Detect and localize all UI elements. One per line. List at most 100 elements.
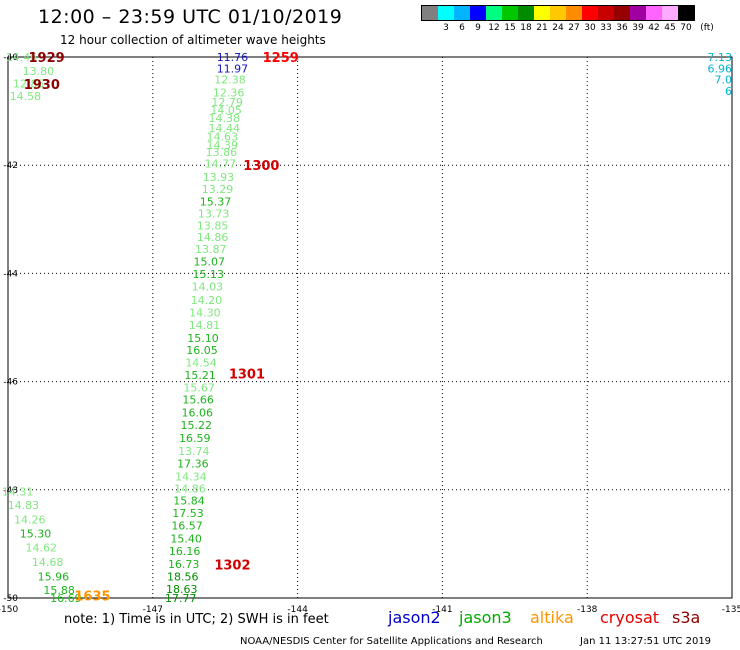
pass-time-label: 1301 [229, 367, 265, 382]
wave-height-label: 14.83 [8, 499, 40, 512]
wave-height-label: 14.26 [14, 514, 46, 527]
wave-height-label: 14.54 [185, 357, 217, 370]
satellite-label-s3a: s3a [672, 608, 701, 627]
wave-height-label: 16.05 [186, 344, 218, 357]
wave-height-label: 15.30 [20, 528, 52, 541]
wave-height-label: 15.21 [184, 369, 216, 382]
color-legend: 3 6 9 12 15 18 21 24 27 30 33 36 39 42 45 70 (ft) [421, 5, 714, 35]
wave-height-label: 15.96 [38, 570, 70, 583]
legend-unit: (ft) [700, 23, 714, 33]
lat-tick-label: -42 [3, 161, 18, 171]
wave-height-label: 15.40 [170, 532, 202, 545]
legend-swatch [566, 6, 582, 20]
pass-time-label: 1635 [74, 589, 110, 604]
page-subtitle: 12 hour collection of altimeter wave hei… [60, 33, 326, 47]
wave-height-label: 7.13 [708, 51, 733, 64]
lat-tick-label: -46 [3, 378, 18, 388]
legend-tick-label: 9 [475, 23, 481, 33]
legend-swatches [421, 5, 695, 21]
wave-height-label: 16.73 [168, 558, 200, 571]
wave-height-label: 14.58 [10, 90, 42, 103]
legend-swatch [502, 6, 518, 20]
satellite-label-jason2: jason2 [388, 608, 441, 627]
satellite-label-jason3: jason3 [459, 608, 512, 627]
wave-height-label: 14.34 [175, 470, 207, 483]
footer-note: note: 1) Time is in UTC; 2) SWH is in fe… [64, 612, 329, 627]
wave-height-label: 16.59 [179, 432, 211, 445]
wave-height-label: 12.85 [13, 78, 45, 91]
wave-height-label: 13.80 [23, 65, 55, 78]
page-title: 12:00 – 23:59 UTC 01/10/2019 [38, 6, 343, 28]
wave-height-label: 15.13 [193, 268, 225, 281]
wave-height-label: 13.86 [206, 146, 238, 159]
legend-tick-label: 70 [680, 23, 692, 33]
wave-height-label: 14.81 [189, 319, 221, 332]
wave-height-label: 14.05 [210, 104, 242, 117]
satellite-label-cryosat: cryosat [600, 608, 660, 627]
wave-height-label: 15.37 [200, 195, 232, 208]
wave-height-label: 11.97 [217, 62, 249, 75]
pass-time-label: 1300 [243, 159, 279, 174]
legend-swatch [422, 6, 438, 20]
lat-tick-label: -40 [3, 53, 18, 63]
legend-swatch [678, 6, 694, 20]
pass-time-label: 1929 [29, 51, 65, 66]
wave-height-label: 15.84 [173, 495, 205, 508]
wave-height-label: 14.46 [6, 51, 38, 64]
legend-swatch [438, 6, 454, 20]
legend-swatch [486, 6, 502, 20]
legend-tick-label: 6 [459, 23, 465, 33]
legend-swatch [614, 6, 630, 20]
legend-swatch [582, 6, 598, 20]
wave-height-label: 13.93 [203, 171, 235, 184]
pass-time-label: 1302 [214, 558, 250, 573]
wave-height-label: 16.57 [171, 520, 203, 533]
legend-tick-label: 42 [648, 23, 660, 33]
legend-swatch [630, 6, 646, 20]
wave-height-label: 14.31 [2, 485, 34, 498]
wave-height-label: 17.36 [177, 457, 209, 470]
lon-tick-label: -144 [287, 605, 308, 615]
legend-tick-label: 36 [616, 23, 628, 33]
wave-height-label: 15.07 [194, 255, 226, 268]
generated-timestamp: Jan 11 13:27:51 UTC 2019 [580, 636, 712, 647]
pass-time-label: 1259 [263, 51, 299, 66]
lon-tick-label: -147 [143, 605, 163, 615]
legend-swatch [550, 6, 566, 20]
wave-height-label: 12.36 [213, 87, 245, 100]
wave-height-label: 13.74 [178, 445, 210, 458]
wave-height-label: 17.53 [172, 507, 204, 520]
wave-height-label: 16.69 [50, 592, 82, 605]
lon-tick-label: -141 [432, 605, 452, 615]
wave-height-label: 12.79 [211, 96, 243, 109]
wave-height-label: 16.16 [169, 545, 201, 558]
wave-height-label: 15.10 [187, 332, 219, 345]
wave-height-label: 14.03 [192, 280, 224, 293]
wave-height-label: 14.68 [32, 556, 64, 569]
wave-height-label: 14.86 [174, 483, 206, 496]
wave-height-label: 6.96 [708, 62, 733, 75]
wave-height-label: 18.63 [166, 583, 198, 596]
wave-height-label: 15.66 [182, 393, 214, 406]
wave-height-label: 14.38 [208, 112, 240, 125]
pass-time-label: 1930 [24, 78, 60, 93]
legend-tick-label: 30 [584, 23, 596, 33]
wave-height-label: 14.30 [189, 306, 221, 319]
legend-tick-label: 15 [504, 23, 516, 33]
legend-swatch [646, 6, 662, 20]
lat-tick-label: -48 [3, 486, 18, 496]
legend-swatch [534, 6, 550, 20]
legend-tick-label: 33 [600, 23, 612, 33]
wave-height-label: 14.44 [208, 122, 240, 135]
wave-height-label: 12.38 [214, 74, 246, 87]
wave-height-label: 13.85 [197, 219, 229, 232]
legend-tick-label: 21 [536, 23, 548, 33]
wave-height-label: 11.76 [217, 51, 249, 64]
satellite-label-altika: altika [530, 608, 574, 627]
wave-height-label: 13.87 [195, 243, 227, 256]
legend-tick-label: 24 [552, 23, 564, 33]
credit-line: NOAA/NESDIS Center for Satellite Applica… [240, 636, 543, 647]
lon-tick-label: -150 [0, 605, 18, 615]
lat-tick-label: -50 [3, 594, 18, 604]
